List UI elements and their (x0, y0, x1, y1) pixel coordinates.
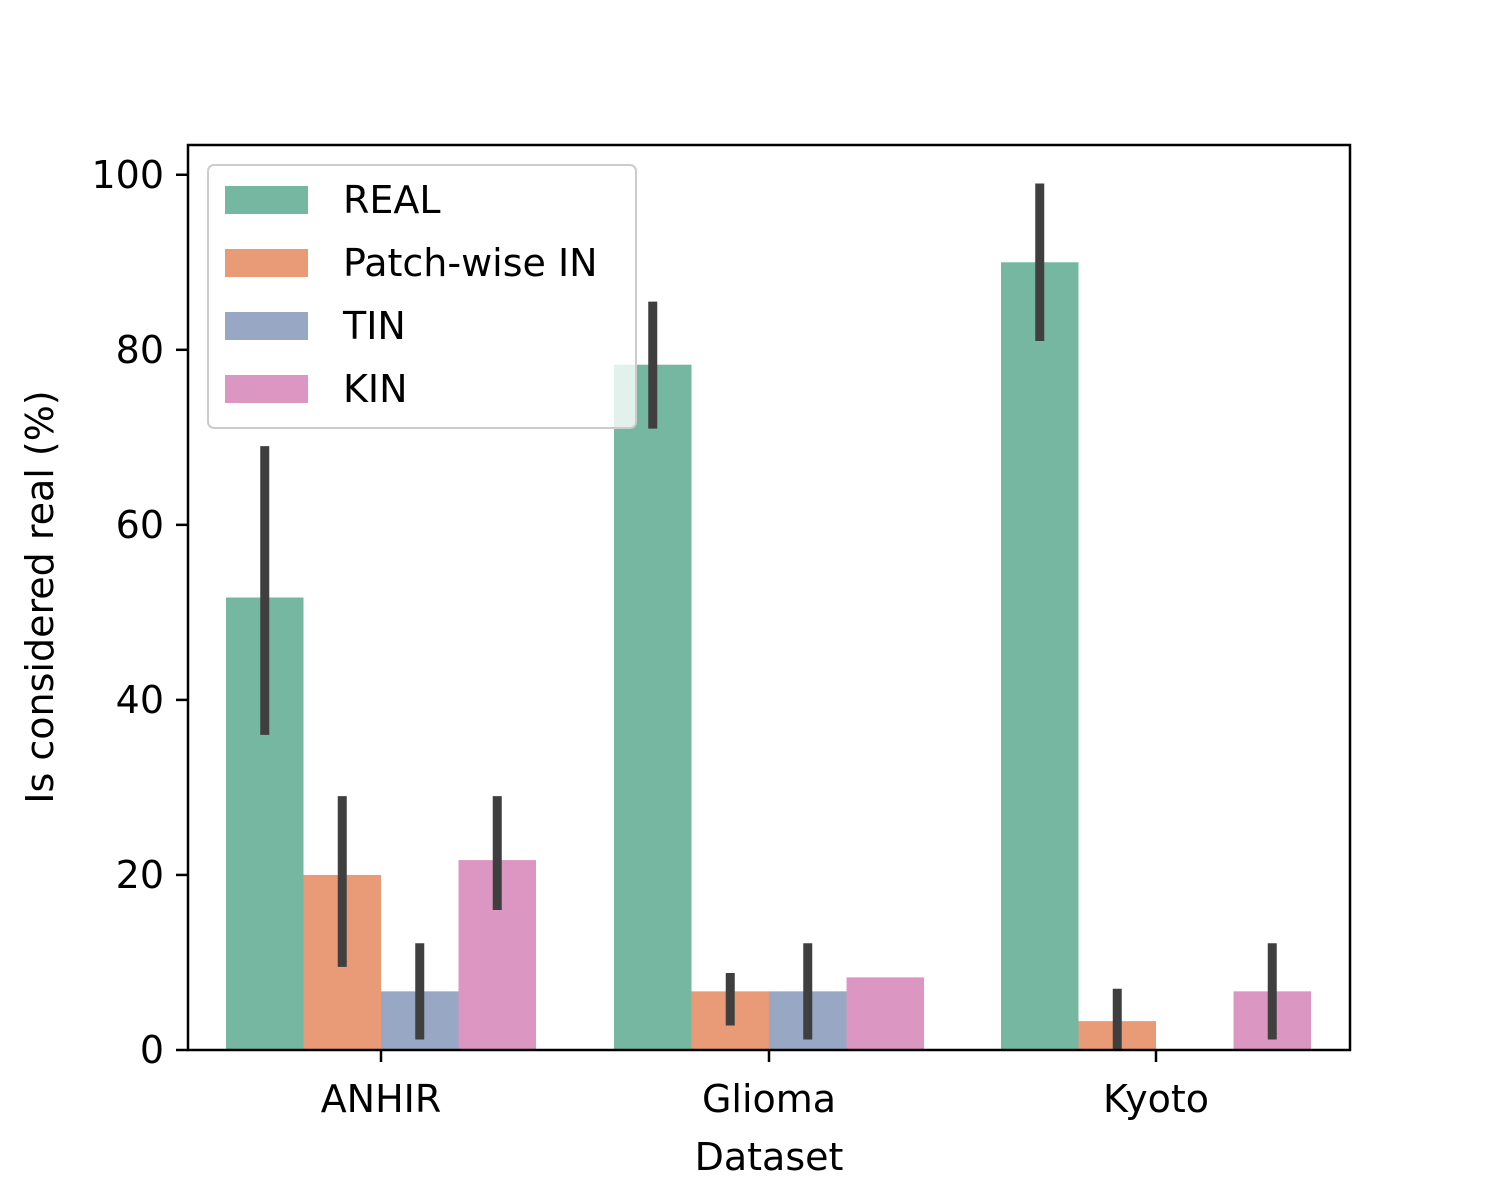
legend-label-tin: TIN (342, 304, 406, 348)
bar-real-kyoto (1001, 262, 1079, 1050)
y-tick-label-40: 40 (116, 678, 164, 722)
x-tick-label-glioma: Glioma (702, 1077, 836, 1121)
error-bars-layer (260, 183, 1277, 1050)
x-axis-label: Dataset (695, 1135, 844, 1179)
y-tick-label-0: 0 (140, 1028, 164, 1072)
legend-label-kin: KIN (343, 367, 408, 411)
legend-swatch-kin (225, 375, 308, 403)
legend: REAL Patch-wise IN TIN KIN (207, 164, 637, 429)
y-axis: 0 20 40 60 80 100 (91, 153, 188, 1072)
legend-swatch-tin (225, 312, 308, 340)
y-tick-label-80: 80 (116, 328, 164, 372)
x-axis: ANHIR Glioma Kyoto (321, 1050, 1209, 1121)
y-tick-label-60: 60 (116, 503, 164, 547)
bar-kin-glioma (846, 977, 924, 1050)
y-tick-label-20: 20 (116, 853, 164, 897)
legend-swatch-real (225, 186, 308, 214)
legend-label-patch-wise-in: Patch-wise IN (343, 241, 598, 285)
y-tick-label-100: 100 (91, 153, 164, 197)
bar-real-glioma (614, 364, 692, 1051)
x-tick-label-kyoto: Kyoto (1103, 1077, 1209, 1121)
legend-label-real: REAL (343, 178, 441, 222)
legend-swatch-patch-wise-in (225, 249, 308, 277)
legend-box (207, 164, 637, 429)
y-axis-label: Is considered real (%) (18, 390, 62, 803)
x-tick-label-anhir: ANHIR (321, 1077, 442, 1121)
